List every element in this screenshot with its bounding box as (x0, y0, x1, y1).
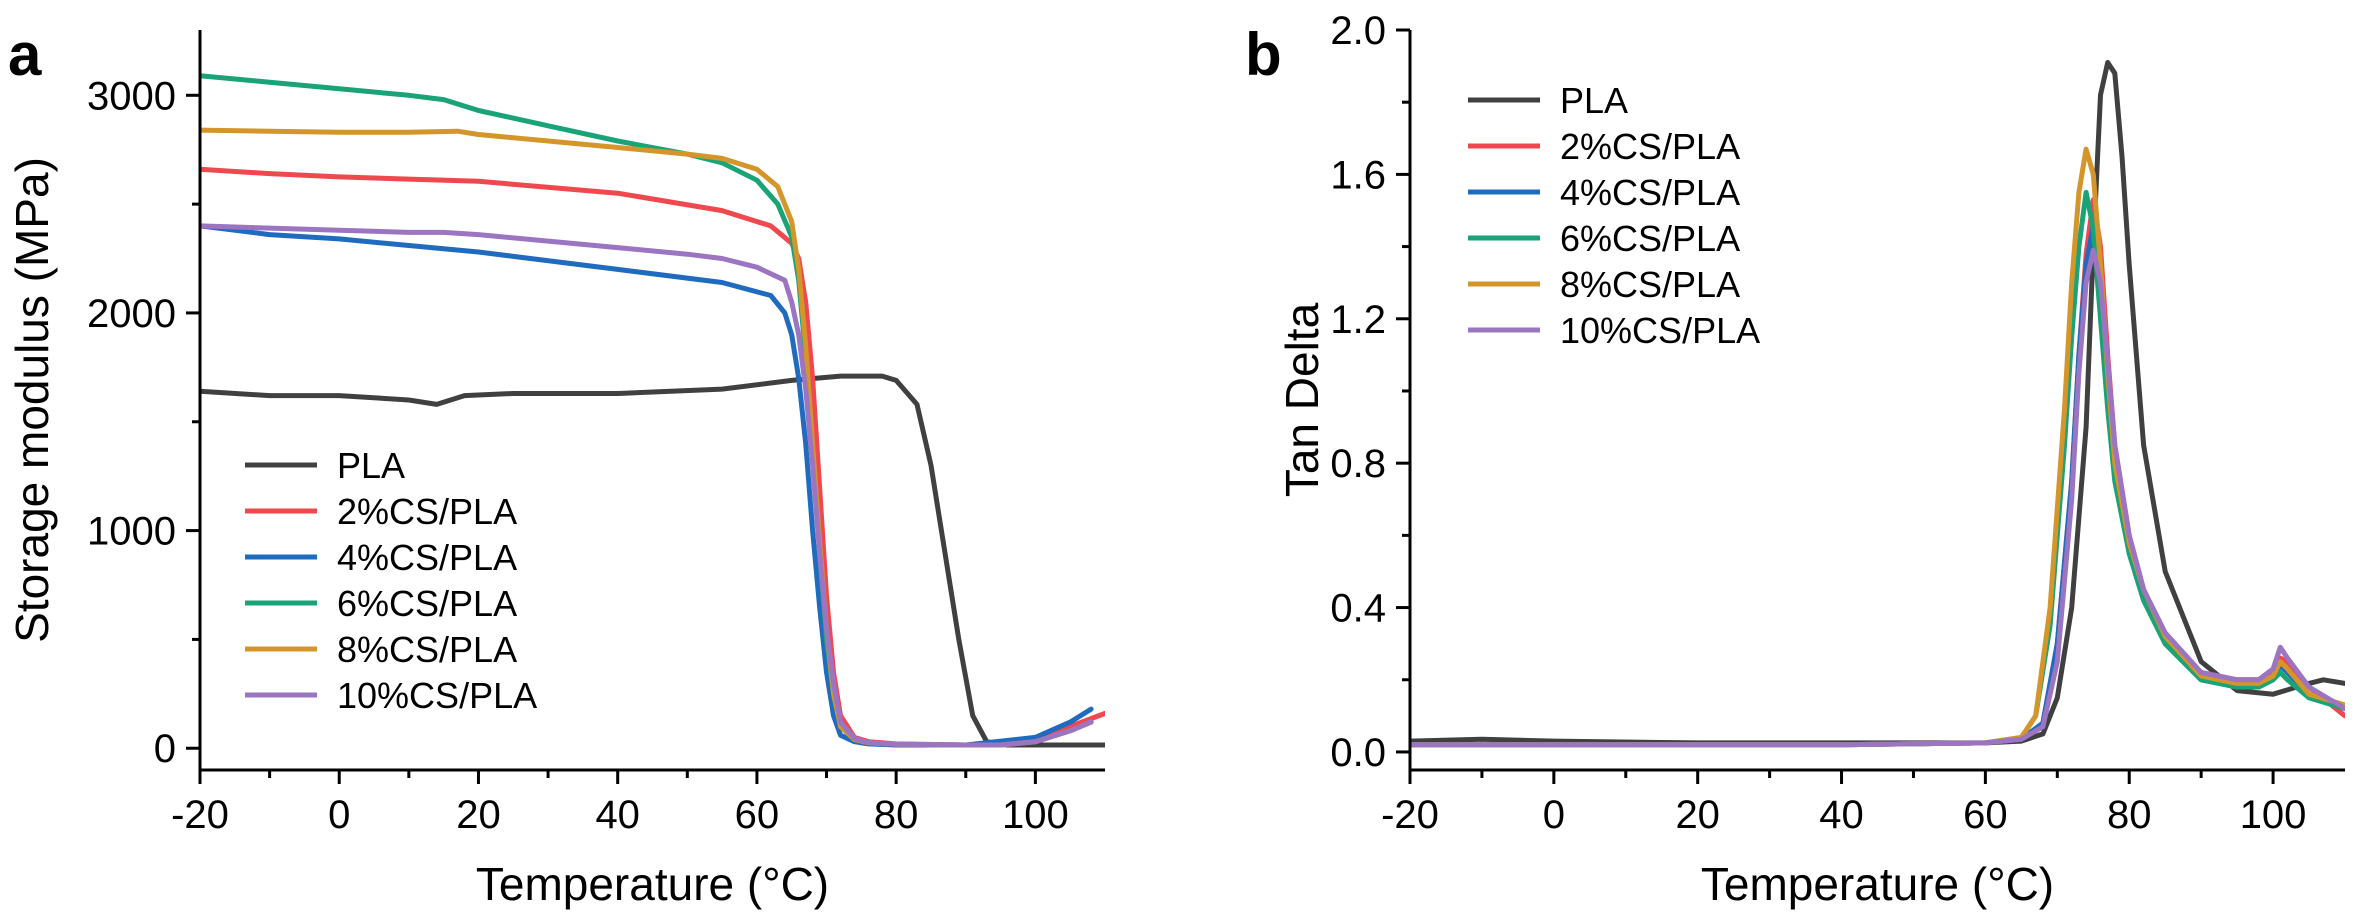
legend-label: PLA (337, 445, 405, 486)
panel-letter: b (1245, 21, 1282, 88)
panel-letter: a (8, 21, 42, 88)
chart-panel-b: b -20 0 20 40 60 80 100 0.0 0.4 0.8 1.2 1.6 2.0 Temper… (1245, 9, 2345, 910)
legend-label: 2%CS/PLA (1560, 126, 1740, 167)
legend-label: 10%CS/PLA (337, 675, 537, 716)
y-tick-label: 0.8 (1330, 442, 1386, 486)
legend-label: 2%CS/PLA (337, 491, 517, 532)
legend-label: 4%CS/PLA (337, 537, 517, 578)
x-tick-label: 80 (874, 793, 919, 837)
y-tick-label: 0 (154, 727, 176, 771)
x-tick-label: 80 (2107, 793, 2152, 837)
x-tick-label: -20 (171, 793, 229, 837)
legend-label: 10%CS/PLA (1560, 310, 1760, 351)
series-line-2-cs-pla (200, 166, 1105, 748)
x-tick-label: 60 (735, 793, 780, 837)
legend: PLA 2%CS/PLA 4%CS/PLA 6%CS/PLA 8%CS/PLA 10%CS… (245, 445, 537, 716)
x-tick-label: -20 (1381, 793, 1439, 837)
series-line-10-cs-pla (1410, 247, 2345, 748)
y-tick-label: 2.0 (1330, 9, 1386, 53)
x-tick-label: 100 (2240, 793, 2307, 837)
legend-label: 8%CS/PLA (1560, 264, 1740, 305)
y-tick-label: 2000 (87, 292, 176, 336)
y-axis-title: Storage modulus (MPa) (6, 157, 58, 643)
series-line-pla (200, 373, 1105, 748)
legend-label: 8%CS/PLA (337, 629, 517, 670)
series-line-4-cs-pla (200, 223, 1094, 748)
x-tick-label: 40 (595, 793, 640, 837)
legend-label: 6%CS/PLA (337, 583, 517, 624)
y-tick-label: 0.0 (1330, 731, 1386, 775)
y-tick-label: 3000 (87, 74, 176, 118)
x-tick-label: 0 (328, 793, 350, 837)
x-tick-label: 40 (1819, 793, 1864, 837)
x-tick-label: 60 (1963, 793, 2008, 837)
x-tick-label: 20 (1675, 793, 1720, 837)
y-tick-label: 0.4 (1330, 587, 1386, 631)
y-tick-label: 1.2 (1330, 298, 1386, 342)
x-tick-label: 20 (456, 793, 501, 837)
series-line-8-cs-pla (1410, 146, 2345, 748)
x-axis-title: Temperature (°C) (476, 858, 829, 910)
legend-label: PLA (1560, 80, 1628, 121)
series-line-pla (1410, 60, 2345, 746)
series-group (1410, 60, 2345, 748)
x-tick-label: 100 (1002, 793, 1069, 837)
x-axis-title: Temperature (°C) (1701, 858, 2054, 910)
series-group (200, 73, 1105, 748)
series-line-10-cs-pla (200, 223, 1094, 748)
y-tick-label: 1000 (87, 510, 176, 554)
legend: PLA 2%CS/PLA 4%CS/PLA 6%CS/PLA 8%CS/PLA 10%CS… (1468, 80, 1760, 351)
x-tick-label: 0 (1543, 793, 1565, 837)
y-tick-label: 1.6 (1330, 153, 1386, 197)
legend-label: 6%CS/PLA (1560, 218, 1740, 259)
y-axis-title: Tan Delta (1276, 302, 1328, 497)
legend-label: 4%CS/PLA (1560, 172, 1740, 213)
series-line-8-cs-pla (200, 127, 1094, 748)
chart-panel-a: a-20 0 20 40 60 80 1000100020003000Temperature… (6, 21, 1105, 910)
